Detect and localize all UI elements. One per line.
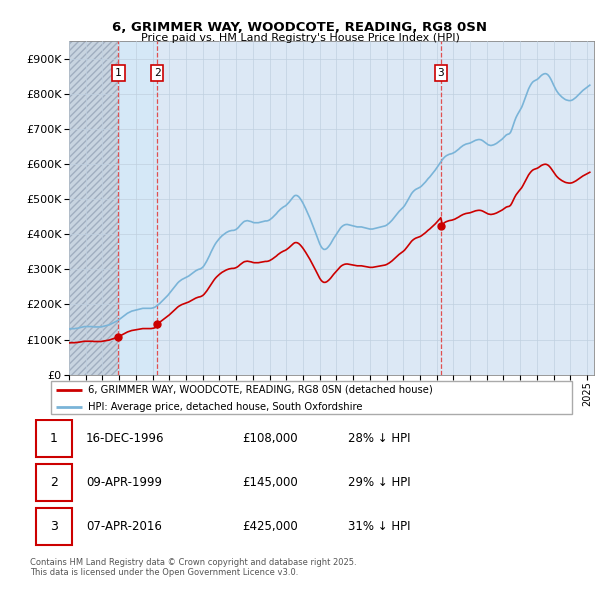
Text: 2: 2 [50,476,58,489]
Text: £145,000: £145,000 [242,476,298,489]
Text: 16-DEC-1996: 16-DEC-1996 [86,432,164,445]
Bar [69,41,118,375]
Text: 31% ↓ HPI: 31% ↓ HPI [348,520,410,533]
FancyBboxPatch shape [35,508,72,545]
FancyBboxPatch shape [35,464,72,501]
FancyBboxPatch shape [35,420,72,457]
Text: 1: 1 [115,68,122,78]
Bar [69,41,118,375]
Text: 09-APR-1999: 09-APR-1999 [86,476,162,489]
Text: 2: 2 [154,68,160,78]
Text: 6, GRIMMER WAY, WOODCOTE, READING, RG8 0SN (detached house): 6, GRIMMER WAY, WOODCOTE, READING, RG8 0… [88,385,433,395]
Text: 29% ↓ HPI: 29% ↓ HPI [348,476,410,489]
Text: £425,000: £425,000 [242,520,298,533]
Text: HPI: Average price, detached house, South Oxfordshire: HPI: Average price, detached house, Sout… [88,402,362,412]
Text: 1: 1 [50,432,58,445]
Text: £108,000: £108,000 [242,432,298,445]
Text: 28% ↓ HPI: 28% ↓ HPI [348,432,410,445]
Text: 07-APR-2016: 07-APR-2016 [86,520,161,533]
Text: 3: 3 [50,520,58,533]
Text: Contains HM Land Registry data © Crown copyright and database right 2025.: Contains HM Land Registry data © Crown c… [30,558,356,566]
Text: Price paid vs. HM Land Registry's House Price Index (HPI): Price paid vs. HM Land Registry's House … [140,33,460,43]
Text: This data is licensed under the Open Government Licence v3.0.: This data is licensed under the Open Gov… [30,568,298,576]
Text: 3: 3 [438,68,445,78]
Bar [118,41,157,375]
FancyBboxPatch shape [50,381,572,414]
Text: 6, GRIMMER WAY, WOODCOTE, READING, RG8 0SN: 6, GRIMMER WAY, WOODCOTE, READING, RG8 0… [113,21,487,34]
